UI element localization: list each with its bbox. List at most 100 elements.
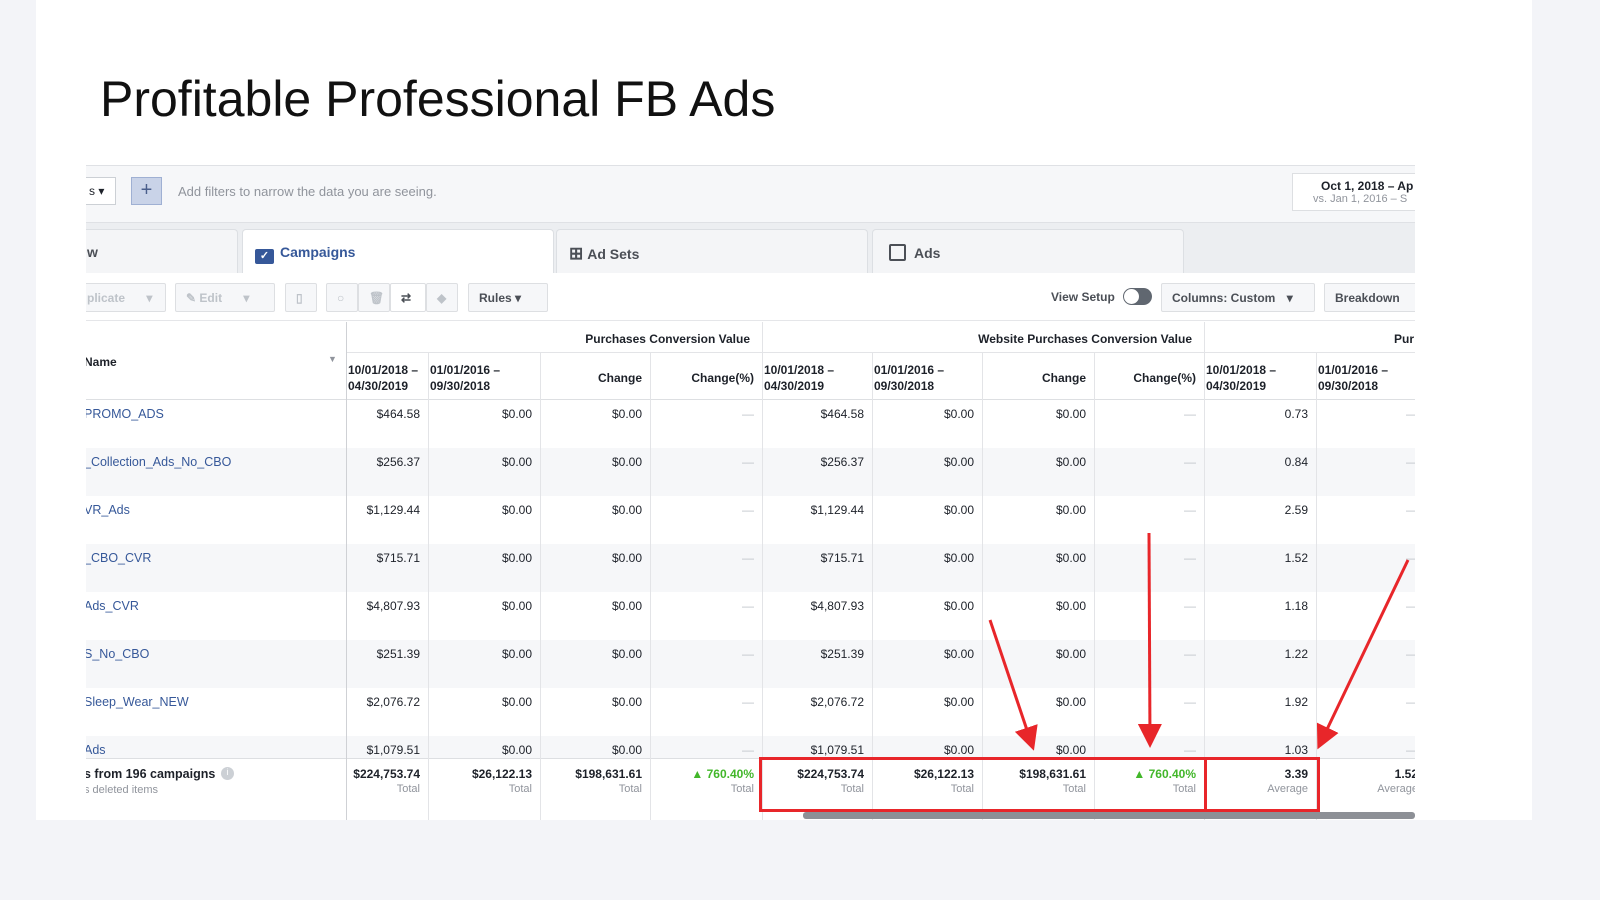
table-cell: — bbox=[1306, 647, 1415, 661]
tab-ads[interactable]: Ads bbox=[872, 229, 1184, 273]
table-cell: $1,129.44 bbox=[810, 503, 864, 517]
edit-button[interactable]: ✎ Edit ▾ bbox=[175, 283, 275, 312]
filter-input[interactable]: Add filters to narrow the data you are s… bbox=[178, 184, 437, 199]
column-divider bbox=[540, 352, 541, 820]
table-cell: $4,807.93 bbox=[810, 599, 864, 613]
totals-type: Total bbox=[396, 783, 420, 795]
column-header[interactable]: 01/01/2016 – 09/30/2018 bbox=[430, 363, 501, 393]
arrow bbox=[988, 619, 1038, 751]
chevron-down-icon: ▾ bbox=[146, 291, 153, 305]
table-cell: 1.18 bbox=[1284, 599, 1308, 613]
table-cell: $0.00 bbox=[501, 503, 532, 517]
columns-dropdown[interactable]: Columns: Custom ▾ bbox=[1161, 283, 1315, 312]
info-icon[interactable]: i bbox=[221, 767, 234, 780]
table-cell: $2,076.72 bbox=[810, 695, 864, 709]
table-cell: $0.00 bbox=[943, 599, 974, 613]
table-cell: 2.59 bbox=[1284, 503, 1308, 517]
totals-value: ▲ 760.40% bbox=[691, 767, 754, 781]
table-cell: — bbox=[742, 551, 754, 565]
table-cell: $0.00 bbox=[501, 551, 532, 565]
campaign-name-link[interactable]: Sleep_Wear_NEW bbox=[86, 695, 189, 709]
date-range-picker[interactable]: Oct 1, 2018 – Ap vs. Jan 1, 2016 – S bbox=[1292, 173, 1415, 211]
view-setup-toggle[interactable] bbox=[1123, 288, 1152, 305]
table-cell: — bbox=[1306, 455, 1415, 469]
totals-value: $26,122.13 bbox=[471, 767, 532, 781]
table-cell: $0.00 bbox=[501, 599, 532, 613]
column-header[interactable]: 10/01/2018 – 04/30/2019 bbox=[348, 363, 419, 393]
campaign-name-link[interactable]: Ads_CVR bbox=[86, 599, 139, 613]
table-cell: $464.58 bbox=[376, 407, 420, 421]
table-cell: $464.58 bbox=[820, 407, 864, 421]
column-header[interactable]: Change bbox=[1041, 371, 1086, 385]
table-cell: $0.00 bbox=[943, 647, 974, 661]
table-row-bg bbox=[86, 544, 1415, 592]
table-cell: 0.73 bbox=[1284, 407, 1308, 421]
column-header-name[interactable]: Name bbox=[86, 355, 117, 369]
grid-icon: ⊞ bbox=[569, 244, 584, 263]
campaign-name-link[interactable]: VR_Ads bbox=[86, 503, 130, 517]
table-cell: $0.00 bbox=[1055, 407, 1086, 421]
column-header[interactable]: Change(%) bbox=[1133, 371, 1196, 385]
column-header[interactable]: 01/01/2016 – 09/30/2018 bbox=[874, 363, 945, 393]
table-row-bg bbox=[86, 640, 1415, 688]
table-cell: $0.00 bbox=[611, 455, 642, 469]
column-header[interactable]: 10/01/2018 – 04/30/2019 bbox=[764, 363, 835, 393]
add-filter-button[interactable]: + bbox=[131, 177, 162, 205]
table-cell: — bbox=[1306, 743, 1415, 757]
totals-value: $224,753.74 bbox=[797, 767, 864, 781]
campaign-name-link[interactable]: S_No_CBO bbox=[86, 647, 150, 661]
totals-type: Total bbox=[730, 783, 754, 795]
column-divider bbox=[1204, 322, 1205, 820]
column-group-header: Purchases Conversion Value bbox=[585, 332, 750, 346]
totals-type: Total bbox=[950, 783, 974, 795]
table-cell: $0.00 bbox=[501, 647, 532, 661]
column-header[interactable]: Change bbox=[597, 371, 642, 385]
totals-type: Total bbox=[1062, 783, 1086, 795]
totals-value: $224,753.74 bbox=[353, 767, 420, 781]
table-cell: $1,079.51 bbox=[810, 743, 864, 757]
tab-ad-sets[interactable]: ⊞ Ad Sets bbox=[556, 229, 868, 273]
table-cell: $1,129.44 bbox=[366, 503, 420, 517]
horizontal-scrollbar[interactable] bbox=[803, 812, 1415, 819]
tab-campaigns[interactable]: ✓ Campaigns bbox=[242, 229, 554, 274]
totals-value: ▲ 760.40% bbox=[1133, 767, 1196, 781]
table-cell: $256.37 bbox=[376, 455, 420, 469]
tag-icon[interactable]: ◆ bbox=[426, 283, 458, 312]
table-cell: — bbox=[1184, 455, 1196, 469]
breakdown-dropdown[interactable]: Breakdown bbox=[1324, 283, 1415, 312]
table-cell: $0.00 bbox=[1055, 503, 1086, 517]
date-range: Oct 1, 2018 – Ap bbox=[1321, 179, 1414, 193]
trash-icon[interactable]: 🗑 bbox=[358, 283, 390, 312]
column-header[interactable]: 01/01/2016 – 09/30/2018 bbox=[1318, 363, 1389, 393]
campaign-name-link[interactable]: Ads bbox=[86, 743, 106, 757]
table-cell: $0.00 bbox=[943, 743, 974, 757]
sort-icon[interactable]: ▼ bbox=[328, 354, 337, 364]
campaign-name-link[interactable]: PROMO_ADS bbox=[86, 407, 164, 421]
totals-type: Total bbox=[508, 783, 532, 795]
campaign-name-link[interactable]: _CBO_CVR bbox=[86, 551, 152, 565]
table-cell: $251.39 bbox=[820, 647, 864, 661]
table-row-bg bbox=[86, 400, 1415, 448]
filter-dropdown[interactable]: s ▾ bbox=[86, 177, 116, 205]
ads-manager-screenshot: s ▾ + Add filters to narrow the data you… bbox=[86, 165, 1415, 820]
table-cell: — bbox=[1184, 695, 1196, 709]
column-header[interactable]: Change(%) bbox=[691, 371, 754, 385]
tab-account-overview[interactable]: w bbox=[86, 229, 238, 273]
clipboard-icon[interactable]: ▯ bbox=[285, 283, 317, 312]
duplicate-button[interactable]: plicate ▾ bbox=[86, 283, 166, 312]
column-divider bbox=[872, 352, 873, 820]
table-cell: $0.00 bbox=[943, 551, 974, 565]
header-bg bbox=[86, 322, 1415, 400]
column-header[interactable]: 10/01/2018 – 04/30/2019 bbox=[1206, 363, 1277, 393]
refresh-icon[interactable]: ○ bbox=[326, 283, 358, 312]
table-cell: 1.52 bbox=[1284, 551, 1308, 565]
table-cell: — bbox=[742, 503, 754, 517]
export-icon[interactable]: ⇄ bbox=[390, 283, 426, 312]
table-cell: $0.00 bbox=[501, 743, 532, 757]
campaign-name-link[interactable]: _Collection_Ads_No_CBO bbox=[86, 455, 232, 469]
table-cell: $0.00 bbox=[1055, 455, 1086, 469]
totals-value: $198,631.61 bbox=[575, 767, 642, 781]
table-cell: — bbox=[742, 599, 754, 613]
table-row-bg bbox=[86, 496, 1415, 544]
rules-button[interactable]: Rules ▾ bbox=[468, 283, 548, 312]
